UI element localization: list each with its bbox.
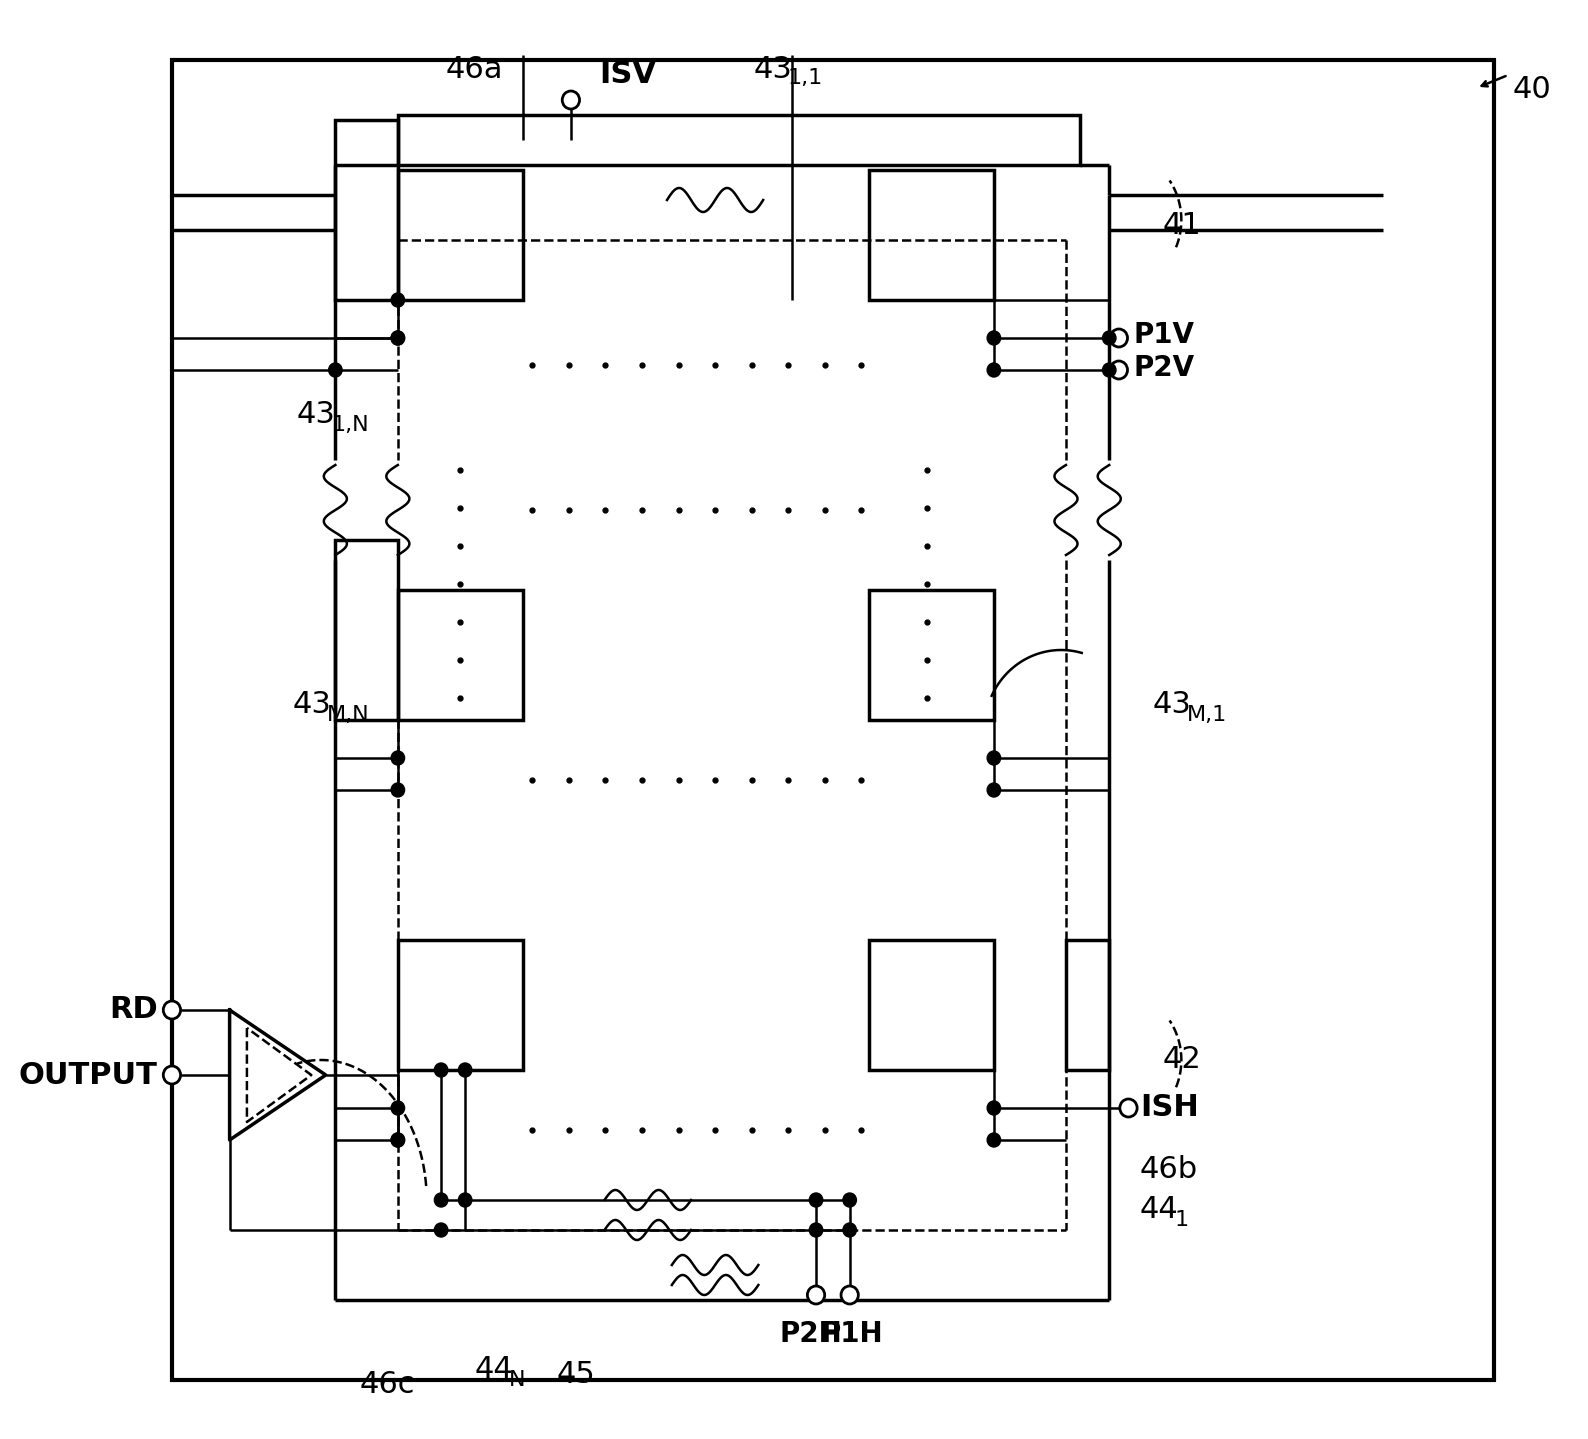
Polygon shape: [230, 1010, 326, 1140]
Text: P2V: P2V: [1134, 354, 1194, 381]
Text: 44: 44: [1140, 1194, 1178, 1225]
Bar: [399, 115, 1080, 165]
Text: 1,1: 1,1: [788, 68, 823, 88]
Circle shape: [1110, 330, 1127, 347]
Text: 42: 42: [1162, 1046, 1201, 1075]
Circle shape: [810, 1193, 823, 1207]
Circle shape: [391, 331, 405, 345]
Text: RD: RD: [108, 996, 157, 1025]
Circle shape: [329, 363, 341, 377]
Bar: [869, 590, 994, 720]
Text: 40: 40: [1513, 75, 1551, 104]
Circle shape: [391, 1132, 405, 1147]
Circle shape: [842, 1286, 859, 1304]
Text: 43: 43: [754, 55, 792, 83]
Bar: [399, 170, 522, 299]
Text: N: N: [510, 1370, 526, 1390]
Circle shape: [810, 1223, 823, 1238]
Circle shape: [391, 751, 405, 766]
Text: M,1: M,1: [1188, 705, 1228, 725]
Bar: [399, 940, 522, 1071]
Text: 43: 43: [292, 689, 330, 720]
Bar: [335, 119, 399, 299]
Circle shape: [391, 331, 405, 345]
Circle shape: [459, 1193, 472, 1207]
Circle shape: [391, 294, 405, 307]
Circle shape: [988, 1101, 1000, 1115]
Circle shape: [843, 1223, 856, 1238]
Circle shape: [1110, 361, 1127, 378]
Bar: [172, 60, 1494, 1380]
Text: P1H: P1H: [821, 1320, 883, 1348]
Bar: [869, 940, 994, 1071]
Circle shape: [843, 1193, 856, 1207]
Circle shape: [988, 363, 1000, 377]
Circle shape: [391, 1101, 405, 1115]
Circle shape: [988, 331, 1000, 345]
Bar: [1066, 940, 1110, 1071]
Text: ISH: ISH: [1140, 1094, 1199, 1122]
Text: 1: 1: [1175, 1210, 1189, 1230]
Bar: [399, 590, 522, 720]
Text: 1,N: 1,N: [332, 414, 368, 435]
Text: 43: 43: [1153, 689, 1191, 720]
Text: 46c: 46c: [359, 1370, 414, 1399]
Text: 41: 41: [1162, 210, 1201, 239]
Text: 45: 45: [556, 1360, 596, 1389]
Text: 43: 43: [297, 400, 335, 429]
Text: 44: 44: [475, 1356, 513, 1384]
Text: M,N: M,N: [327, 705, 370, 725]
Circle shape: [562, 91, 580, 109]
Circle shape: [164, 1002, 181, 1019]
Circle shape: [988, 783, 1000, 797]
Circle shape: [435, 1063, 448, 1076]
Bar: [869, 170, 994, 299]
Circle shape: [807, 1286, 824, 1304]
Circle shape: [988, 1132, 1000, 1147]
Text: ISV: ISV: [600, 60, 657, 89]
Circle shape: [1102, 331, 1116, 345]
Circle shape: [459, 1063, 472, 1076]
Circle shape: [1120, 1099, 1137, 1117]
Text: P2H: P2H: [780, 1320, 843, 1348]
Circle shape: [435, 1223, 448, 1238]
Circle shape: [988, 751, 1000, 766]
Bar: [335, 540, 399, 720]
Text: OUTPUT: OUTPUT: [19, 1061, 157, 1089]
Circle shape: [164, 1066, 181, 1084]
Text: 46a: 46a: [446, 55, 503, 83]
Text: 46b: 46b: [1140, 1156, 1197, 1184]
Circle shape: [1102, 363, 1116, 377]
Circle shape: [391, 783, 405, 797]
Circle shape: [435, 1193, 448, 1207]
Circle shape: [391, 1132, 405, 1147]
Text: P1V: P1V: [1134, 321, 1194, 350]
